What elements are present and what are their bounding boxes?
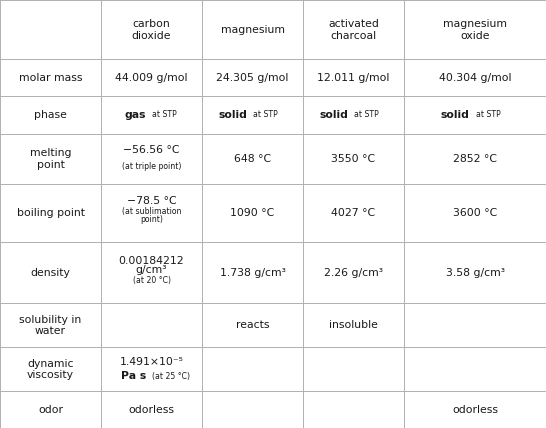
Text: activated
charcoal: activated charcoal xyxy=(328,19,379,41)
Text: phase: phase xyxy=(34,110,67,120)
Text: 24.305 g/mol: 24.305 g/mol xyxy=(216,73,289,83)
Text: insoluble: insoluble xyxy=(329,321,378,330)
Text: g/cm³: g/cm³ xyxy=(136,265,167,275)
Text: odorless: odorless xyxy=(128,405,175,415)
Text: point): point) xyxy=(140,215,163,224)
Text: 3600 °C: 3600 °C xyxy=(453,208,497,218)
Text: odorless: odorless xyxy=(452,405,498,415)
Text: 648 °C: 648 °C xyxy=(234,154,271,164)
Text: −78.5 °C: −78.5 °C xyxy=(127,196,176,206)
Text: 44.009 g/mol: 44.009 g/mol xyxy=(115,73,188,83)
Text: density: density xyxy=(31,268,70,278)
Text: reacts: reacts xyxy=(236,321,269,330)
Text: (at triple point): (at triple point) xyxy=(122,161,181,170)
Text: at STP: at STP xyxy=(147,110,177,119)
Text: (at sublimation: (at sublimation xyxy=(122,207,181,216)
Text: gas: gas xyxy=(124,110,146,120)
Text: 1.738 g/cm³: 1.738 g/cm³ xyxy=(219,268,286,278)
Text: molar mass: molar mass xyxy=(19,73,82,83)
Text: (at 20 °C): (at 20 °C) xyxy=(133,276,170,285)
Text: boiling point: boiling point xyxy=(16,208,85,218)
Text: at STP: at STP xyxy=(248,110,278,119)
Text: at STP: at STP xyxy=(349,110,379,119)
Text: 0.00184212: 0.00184212 xyxy=(118,256,185,266)
Text: magnesium
oxide: magnesium oxide xyxy=(443,19,507,41)
Text: −56.56 °C: −56.56 °C xyxy=(123,145,180,155)
Text: solubility in
water: solubility in water xyxy=(19,315,82,336)
Text: 3550 °C: 3550 °C xyxy=(331,154,376,164)
Text: dynamic
viscosity: dynamic viscosity xyxy=(27,359,74,380)
Text: 12.011 g/mol: 12.011 g/mol xyxy=(317,73,390,83)
Text: 4027 °C: 4027 °C xyxy=(331,208,376,218)
Text: 1090 °C: 1090 °C xyxy=(230,208,275,218)
Text: melting
point: melting point xyxy=(29,149,72,170)
Text: 3.58 g/cm³: 3.58 g/cm³ xyxy=(446,268,505,278)
Text: carbon
dioxide: carbon dioxide xyxy=(132,19,171,41)
Text: 2.26 g/cm³: 2.26 g/cm³ xyxy=(324,268,383,278)
Text: 1.491×10⁻⁵: 1.491×10⁻⁵ xyxy=(120,357,183,367)
Text: solid: solid xyxy=(319,110,348,120)
Text: solid: solid xyxy=(441,110,470,120)
Text: at STP: at STP xyxy=(471,110,500,119)
Text: solid: solid xyxy=(218,110,247,120)
Text: 40.304 g/mol: 40.304 g/mol xyxy=(439,73,511,83)
Text: Pa s: Pa s xyxy=(121,371,146,381)
Text: (at 25 °C): (at 25 °C) xyxy=(147,372,190,381)
Text: magnesium: magnesium xyxy=(221,25,284,35)
Text: 2852 °C: 2852 °C xyxy=(453,154,497,164)
Text: odor: odor xyxy=(38,405,63,415)
